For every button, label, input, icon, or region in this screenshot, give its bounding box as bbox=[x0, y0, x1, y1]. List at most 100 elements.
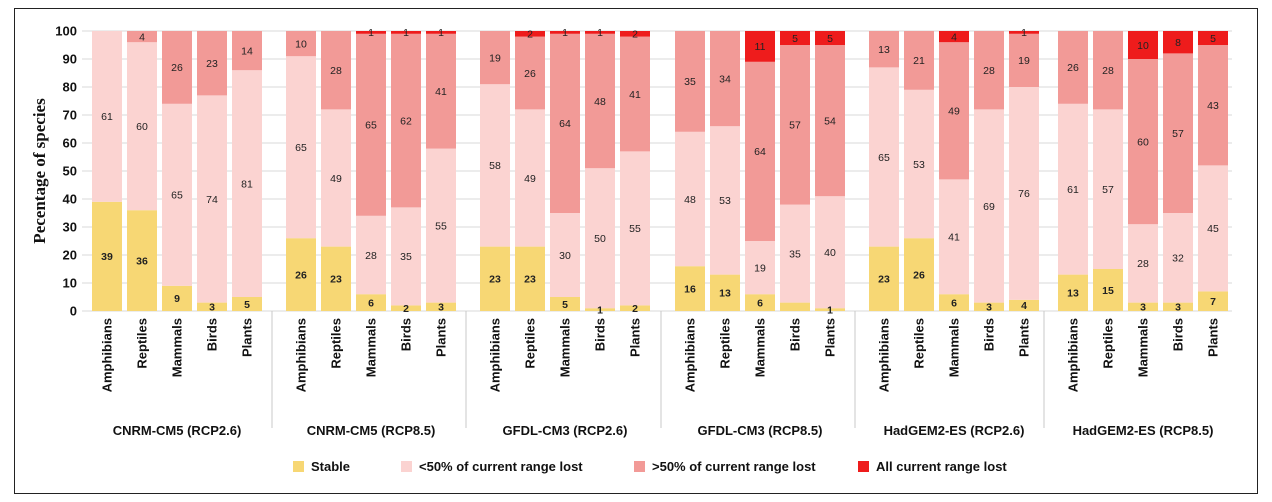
data-label: 1 bbox=[1021, 27, 1027, 39]
bar-segment bbox=[127, 42, 157, 211]
data-label: 1 bbox=[597, 304, 603, 316]
y-tick-label: 10 bbox=[63, 276, 77, 291]
bar-segment bbox=[745, 241, 775, 295]
data-label: 19 bbox=[489, 52, 501, 64]
data-label: 65 bbox=[878, 152, 890, 164]
x-tick-label: Reptiles bbox=[1101, 318, 1116, 369]
x-tick-label: Plants bbox=[628, 318, 643, 357]
bar-segment bbox=[286, 238, 316, 311]
data-label: 1 bbox=[827, 304, 833, 316]
x-tick-label: Birds bbox=[788, 318, 803, 351]
bar-segment bbox=[1128, 31, 1158, 59]
x-tick-label: Mammals bbox=[947, 318, 962, 377]
data-label: 26 bbox=[171, 62, 183, 74]
bar-segment bbox=[550, 33, 580, 213]
data-label: 50 bbox=[594, 233, 606, 245]
data-label: 2 bbox=[527, 29, 533, 41]
data-label: 65 bbox=[295, 142, 307, 154]
bar-segment bbox=[162, 103, 192, 286]
data-label: 35 bbox=[684, 76, 696, 88]
x-tick-label: Reptiles bbox=[329, 318, 344, 369]
bar-segment bbox=[620, 305, 650, 311]
group-label: CNRM-CM5 (RCP2.6) bbox=[113, 423, 242, 438]
data-label: 14 bbox=[241, 45, 253, 57]
bar-segment bbox=[197, 95, 227, 303]
data-label: 3 bbox=[1140, 302, 1146, 314]
data-label: 55 bbox=[435, 220, 447, 232]
bar-segment bbox=[780, 31, 810, 45]
data-label: 2 bbox=[632, 303, 638, 315]
data-label: 10 bbox=[1137, 40, 1149, 52]
bar-segment bbox=[197, 31, 227, 96]
data-label: 57 bbox=[789, 120, 801, 132]
data-label: 55 bbox=[629, 223, 641, 235]
bar-segment bbox=[321, 246, 351, 311]
x-tick-label: Mammals bbox=[170, 318, 185, 377]
data-label: 23 bbox=[489, 274, 501, 286]
data-label: 48 bbox=[684, 194, 696, 206]
bar-segment bbox=[939, 42, 969, 180]
bar-segment bbox=[1128, 59, 1158, 225]
bar-segment bbox=[232, 297, 262, 311]
data-label: 23 bbox=[878, 274, 890, 286]
data-label: 57 bbox=[1102, 184, 1114, 196]
bar-segment bbox=[974, 31, 1004, 110]
bar-segment bbox=[480, 246, 510, 311]
data-label: 34 bbox=[719, 73, 731, 85]
x-tick-label: Reptiles bbox=[523, 318, 538, 369]
segment-labels: 3961366049652637423581142665102349286286… bbox=[101, 27, 1219, 316]
data-label: 5 bbox=[1210, 33, 1216, 45]
bar-segment bbox=[1009, 33, 1039, 87]
bar-segment bbox=[585, 308, 615, 311]
group-label: CNRM-CM5 (RCP8.5) bbox=[307, 423, 436, 438]
y-tick-label: 30 bbox=[63, 220, 77, 235]
bar-segment bbox=[780, 204, 810, 303]
x-tick-label: Amphibians bbox=[683, 318, 698, 392]
bar-segment bbox=[620, 151, 650, 306]
data-label: 11 bbox=[755, 41, 766, 53]
bar-segment bbox=[232, 31, 262, 71]
data-label: 41 bbox=[948, 232, 960, 244]
bar-segment bbox=[426, 31, 456, 34]
bar-segment bbox=[585, 31, 615, 34]
data-label: 13 bbox=[1067, 288, 1079, 300]
data-label: 3 bbox=[1175, 302, 1181, 314]
bar-segment bbox=[1093, 109, 1123, 270]
bar-segment bbox=[321, 31, 351, 110]
data-label: 57 bbox=[1172, 128, 1184, 140]
bar-segment bbox=[904, 238, 934, 311]
data-label: 8 bbox=[1175, 37, 1181, 49]
bar-segment bbox=[974, 109, 1004, 303]
y-tick-label: 60 bbox=[63, 136, 77, 151]
data-label: 1 bbox=[562, 27, 568, 39]
bar-segment bbox=[1093, 269, 1123, 311]
data-label: 19 bbox=[754, 262, 766, 274]
bar-segment bbox=[1058, 103, 1088, 275]
y-tick-label: 20 bbox=[63, 248, 77, 263]
data-label: 26 bbox=[295, 269, 307, 281]
bar-segment bbox=[1198, 45, 1228, 166]
data-label: 7 bbox=[1210, 296, 1216, 308]
bar-segment bbox=[675, 31, 705, 132]
legend-label: >50% of current range lost bbox=[652, 459, 816, 474]
data-label: 6 bbox=[368, 297, 374, 309]
x-tick-label: Amphibians bbox=[294, 318, 309, 392]
bar-segment bbox=[675, 131, 705, 267]
bar-segment bbox=[939, 31, 969, 43]
bar-segment bbox=[321, 109, 351, 247]
bar-segment bbox=[1163, 31, 1193, 54]
bar-segment bbox=[515, 246, 545, 311]
bar-segment bbox=[1009, 31, 1039, 34]
bar-segment bbox=[550, 297, 580, 311]
x-tick-label: Birds bbox=[399, 318, 414, 351]
legend: Stable <50% of current range lost >50% of … bbox=[293, 459, 1007, 474]
x-tick-label: Birds bbox=[982, 318, 997, 351]
bar-segment bbox=[197, 302, 227, 311]
data-label: 26 bbox=[1067, 62, 1079, 74]
bar-segment bbox=[869, 246, 899, 311]
data-label: 54 bbox=[824, 115, 836, 127]
x-tick-label: Mammals bbox=[558, 318, 573, 377]
bar-segment bbox=[426, 148, 456, 303]
data-label: 69 bbox=[983, 201, 995, 213]
x-tick-label: Birds bbox=[205, 318, 220, 351]
